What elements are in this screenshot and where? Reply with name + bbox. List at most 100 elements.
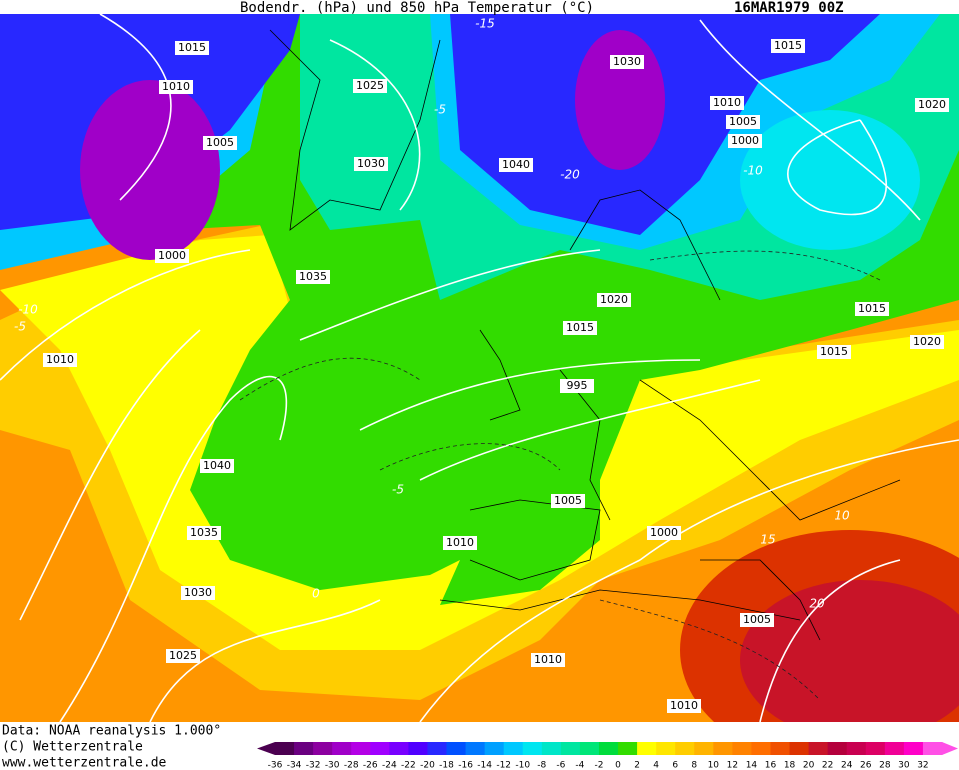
isobar-label: 1015 bbox=[820, 345, 848, 358]
isobar-label-box bbox=[667, 699, 701, 713]
isobar-label: 1005 bbox=[729, 115, 757, 128]
isobar-label: 1025 bbox=[169, 649, 197, 662]
temperature-label: -15 bbox=[475, 17, 495, 31]
colorbar-swatch bbox=[827, 742, 848, 755]
isobar-label-box bbox=[771, 39, 805, 53]
colorbar-label: -12 bbox=[496, 761, 511, 770]
colorbar-label: -16 bbox=[458, 761, 473, 770]
colorbar-label: 8 bbox=[691, 761, 697, 770]
colorbar-label: -4 bbox=[575, 761, 584, 770]
temperature-label: 15 bbox=[760, 533, 775, 547]
isobar-label-box bbox=[563, 321, 597, 335]
isobar-label: 1030 bbox=[184, 586, 212, 599]
isobar-label-box bbox=[728, 134, 762, 148]
isobar-label: 1005 bbox=[743, 613, 771, 626]
isobar-label: 1020 bbox=[600, 293, 628, 306]
isobar-label-box bbox=[726, 115, 760, 129]
colorbar-swatch bbox=[389, 742, 409, 755]
title-bar bbox=[0, 0, 959, 14]
colorbar-swatch bbox=[579, 742, 600, 755]
map-title: Bodendr. (hPa) und 850 hPa Temperatur (°… bbox=[240, 0, 594, 16]
isobar-label: 1000 bbox=[650, 526, 678, 539]
temperature-label: 10 bbox=[834, 509, 850, 523]
isobar-label-box bbox=[166, 649, 200, 663]
colorbar-label: 4 bbox=[653, 761, 659, 770]
colorbar-label: -14 bbox=[477, 761, 492, 770]
colorbar-label: -8 bbox=[537, 761, 546, 770]
isobar-label-box bbox=[159, 80, 193, 94]
data-source: Data: NOAA reanalysis 1.000° bbox=[2, 724, 221, 739]
colorbar-swatch bbox=[656, 742, 676, 755]
isobar-label: 1035 bbox=[299, 270, 327, 283]
isobar-label: 1015 bbox=[178, 41, 206, 54]
colorbar-label: 6 bbox=[672, 761, 678, 770]
isobar-label: 1010 bbox=[162, 80, 190, 93]
colorbar-swatch bbox=[732, 742, 752, 755]
colorbar-label: -24 bbox=[382, 761, 397, 770]
colorbar-swatch bbox=[370, 742, 390, 755]
isobar-label: 1030 bbox=[357, 157, 385, 170]
isobar-label-box bbox=[354, 157, 388, 171]
colorbar-swatch bbox=[560, 742, 581, 755]
isobar-label-box bbox=[499, 158, 533, 172]
colorbar-label: -36 bbox=[268, 761, 283, 770]
isobar-label: 1035 bbox=[190, 526, 218, 539]
arctic-region bbox=[450, 14, 880, 235]
temperature-label: -20 bbox=[560, 168, 580, 182]
isobar-label-box bbox=[560, 379, 594, 393]
temperature-label: -5 bbox=[392, 483, 404, 497]
colorbar-swatch bbox=[446, 742, 467, 755]
isobar-label: 1010 bbox=[713, 96, 741, 109]
isobar-label-box bbox=[740, 613, 774, 627]
isobar-label: 1000 bbox=[158, 249, 186, 262]
colorbar-label: -28 bbox=[344, 761, 359, 770]
isobar-label-box bbox=[181, 586, 215, 600]
isobar-label-box bbox=[551, 494, 585, 508]
isobar-label-box bbox=[155, 249, 189, 263]
temperature-label: -5 bbox=[434, 103, 446, 117]
colorbar-swatch bbox=[484, 742, 505, 755]
colorbar-label: 28 bbox=[879, 761, 891, 770]
isobar-label: 1015 bbox=[566, 321, 594, 334]
colorbar-swatch bbox=[294, 742, 314, 755]
colorbar-swatch bbox=[903, 742, 924, 755]
colorbar-label: -2 bbox=[594, 761, 603, 770]
colorbar-swatch bbox=[503, 742, 524, 755]
isobar-line bbox=[0, 13, 959, 723]
website: www.wetterzentrale.de bbox=[2, 756, 167, 770]
colorbar-swatch bbox=[770, 742, 791, 755]
isobar-label-box bbox=[647, 526, 681, 540]
colorbar-label: -18 bbox=[439, 761, 454, 770]
isobar-label-box bbox=[855, 302, 889, 316]
isobar-label-box bbox=[175, 41, 209, 55]
colorbar-swatch bbox=[313, 742, 333, 755]
isobar-label: 1010 bbox=[46, 353, 74, 366]
colorbar: -36 -34 -32 -30 -28 -26 -24 -22 -20 -18 -16 -14 -12-… bbox=[257, 742, 958, 770]
isobar-label-box bbox=[910, 335, 944, 349]
colorbar-swatch bbox=[408, 742, 428, 755]
isobar-label: 1020 bbox=[918, 98, 946, 111]
colorbar-label: 0 bbox=[615, 761, 621, 770]
isobar-label: 1010 bbox=[446, 536, 474, 549]
isobar-label: 1025 bbox=[356, 79, 384, 92]
colorbar-label: -32 bbox=[306, 761, 321, 770]
temperature-label: -5 bbox=[14, 320, 26, 334]
isotherm-line bbox=[239, 250, 881, 701]
colorbar-label: 14 bbox=[746, 761, 758, 770]
isobar-label: 1030 bbox=[613, 55, 641, 68]
colorbar-swatch bbox=[675, 742, 695, 755]
isobar-label: 1005 bbox=[554, 494, 582, 507]
colorbar-swatch bbox=[789, 742, 810, 755]
isobar-label: 1015 bbox=[774, 39, 802, 52]
colorbar-swatch bbox=[351, 742, 371, 755]
colorbar-label: 24 bbox=[841, 761, 853, 770]
isobar-label-box bbox=[353, 79, 387, 93]
colorbar-label: -26 bbox=[363, 761, 378, 770]
isobar-label-box bbox=[531, 653, 565, 667]
colorbar-swatch bbox=[541, 742, 562, 755]
colorbar-swatch bbox=[846, 742, 867, 755]
colorbar-swatch bbox=[865, 742, 886, 755]
colorbar-swatch bbox=[465, 742, 486, 755]
isobar-label-box bbox=[597, 293, 631, 307]
colorbar-swatch bbox=[751, 742, 771, 755]
